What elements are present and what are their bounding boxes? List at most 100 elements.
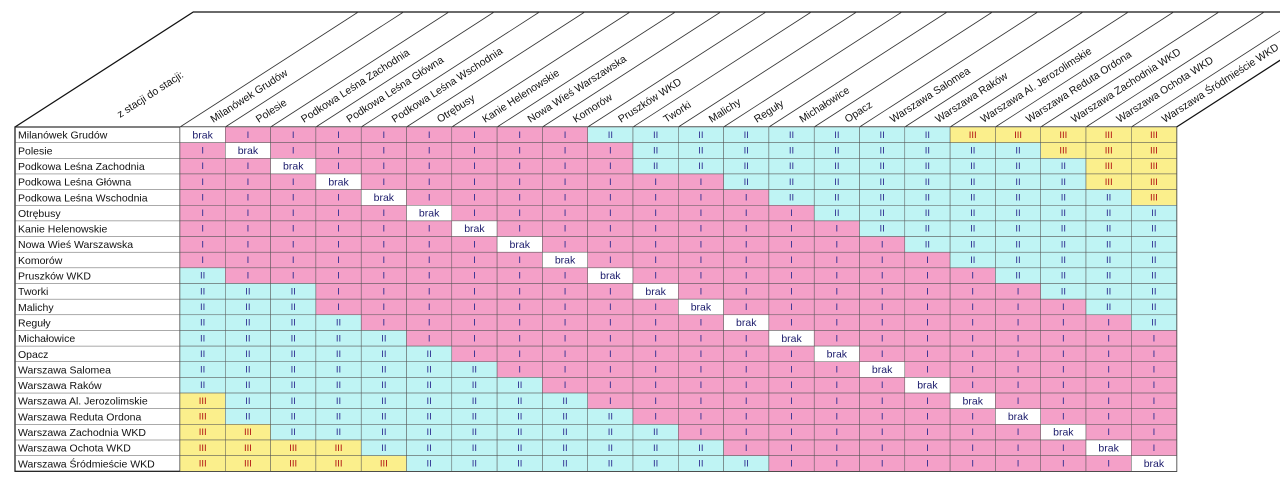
zone-label: I [564,161,567,172]
zone-label: I [881,458,884,469]
zone-label: III [1150,161,1158,172]
zone-label: II [381,412,386,423]
zone-label: I [881,286,884,297]
zone-label: II [381,396,386,407]
column-header: Tworki [661,99,693,126]
zone-label: II [336,349,341,360]
zone-label: I [609,192,612,203]
zone-label: I [518,224,521,235]
zone-label: I [745,271,748,282]
column-divider [496,11,676,128]
zone-label: II [698,443,703,454]
zone-label: I [609,333,612,344]
zone-label: II [1151,318,1156,329]
zone-label: I [654,380,657,391]
row-header: Podkowa Leśna Wschodnia [18,192,148,204]
zone-label: II [336,427,341,438]
zone-label: I [745,380,748,391]
zone-label: II [245,380,250,391]
zone-label: II [789,161,794,172]
zone-label: II [970,239,975,250]
zone-label: II [925,208,930,219]
zone-label: I [564,318,567,329]
zone-label: II [608,443,613,454]
zone-label: I [609,302,612,313]
zone-label: II [834,208,839,219]
zone-label: I [609,396,612,407]
zone-label: brak [736,317,757,329]
row-header: Warszawa Al. Jerozolimskie [18,396,148,408]
zone-label: I [881,427,884,438]
zone-label: I [971,349,974,360]
zone-label: II [291,349,296,360]
zone-label: I [428,271,431,282]
zone-label: I [971,427,974,438]
zone-label: II [381,365,386,376]
zone-label: I [700,224,703,235]
zone-label: II [427,396,432,407]
zone-label: I [836,318,839,329]
row-header: Komorów [18,255,63,267]
row-header: Podkowa Leśna Główna [18,177,131,189]
zone-label: II [291,380,296,391]
zone-label: II [336,396,341,407]
zone-label: I [745,333,748,344]
column-divider [360,11,540,128]
zone-label: II [608,427,613,438]
zone-label: I [473,255,476,266]
zone-label: I [473,208,476,219]
zone-label: I [1062,333,1065,344]
zone-label: I [337,130,340,141]
zone-label: I [700,271,703,282]
zone-label: II [744,130,749,141]
column-divider [315,11,495,128]
zone-label: I [971,302,974,313]
zone-label: III [1150,192,1158,203]
zone-label: I [745,412,748,423]
zone-label: I [337,286,340,297]
zone-label: II [472,412,477,423]
zone-label: I [790,458,793,469]
column-divider [723,11,903,128]
row-header: Malichy [18,302,54,314]
zone-label: I [292,177,295,188]
zone-label: I [337,192,340,203]
zone-label: I [1153,333,1156,344]
column-divider [813,11,993,128]
zone-label: II [200,380,205,391]
zone-label: I [201,255,204,266]
zone-label: brak [419,208,440,220]
zone-label: III [199,458,207,469]
zone-label: I [473,161,476,172]
zone-label: I [428,145,431,156]
zone-label: I [473,145,476,156]
zone-label: II [291,302,296,313]
zone-label: I [428,239,431,250]
zone-label: brak [600,270,621,282]
zone-label: I [383,130,386,141]
zone-label: II [608,458,613,469]
row-header: Tworki [18,286,48,298]
zone-label: II [653,443,658,454]
zone-label: I [881,302,884,313]
zone-label: I [518,161,521,172]
zone-label: II [925,177,930,188]
zone-label: II [925,161,930,172]
zone-label: I [836,224,839,235]
zone-label: I [201,177,204,188]
zone-label: II [834,145,839,156]
zone-label: I [247,177,250,188]
zone-label: I [790,380,793,391]
column-header: Opacz [843,99,875,126]
zone-label: I [926,396,929,407]
zone-label: II [1106,208,1111,219]
zone-label: I [654,239,657,250]
zone-label: brak [1144,458,1165,470]
zone-label: I [337,255,340,266]
zone-label: I [836,380,839,391]
zone-label: I [745,365,748,376]
zone-label: II [1106,286,1111,297]
zone-label: II [744,177,749,188]
zone-label: brak [510,239,531,251]
zone-label: I [564,271,567,282]
